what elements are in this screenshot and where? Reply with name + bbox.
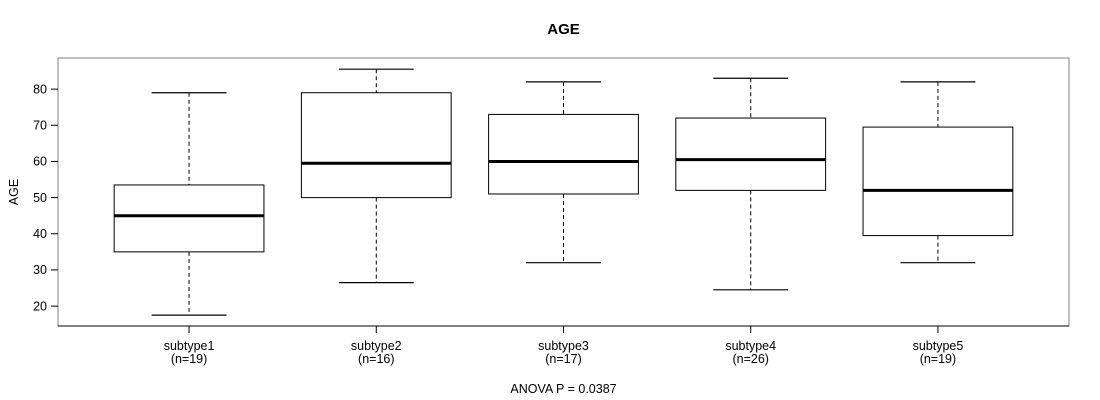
y-tick-label-50: 50	[33, 191, 47, 205]
y-tick-label-60: 60	[33, 155, 47, 169]
x-tick-label-subtype5: subtype5	[913, 339, 964, 353]
y-tick-label-40: 40	[33, 227, 47, 241]
x-tick-sublabel-subtype1: (n=19)	[171, 352, 207, 366]
y-tick-label-70: 70	[33, 118, 47, 132]
box-subtype5	[862, 126, 1014, 237]
box-subtype1	[113, 184, 265, 253]
y-tick-label-30: 30	[33, 263, 47, 277]
anova-p-annotation: ANOVA P = 0.0387	[510, 382, 617, 396]
box-subtype3	[488, 113, 639, 195]
x-tick-sublabel-subtype5: (n=19)	[920, 352, 956, 366]
x-tick-label-subtype1: subtype1	[164, 339, 215, 353]
x-tick-label-subtype2: subtype2	[351, 339, 402, 353]
x-tick-sublabel-subtype2: (n=16)	[358, 352, 394, 366]
y-tick-label-80: 80	[33, 82, 47, 96]
x-tick-sublabel-subtype4: (n=26)	[732, 352, 768, 366]
box-subtype4	[675, 117, 827, 191]
y-tick-label-20: 20	[33, 299, 47, 313]
x-tick-label-subtype3: subtype3	[538, 339, 589, 353]
x-tick-label-subtype4: subtype4	[725, 339, 776, 353]
x-tick-sublabel-subtype3: (n=17)	[545, 352, 581, 366]
box-subtype2	[300, 92, 452, 199]
chart-title: AGE	[547, 21, 580, 38]
